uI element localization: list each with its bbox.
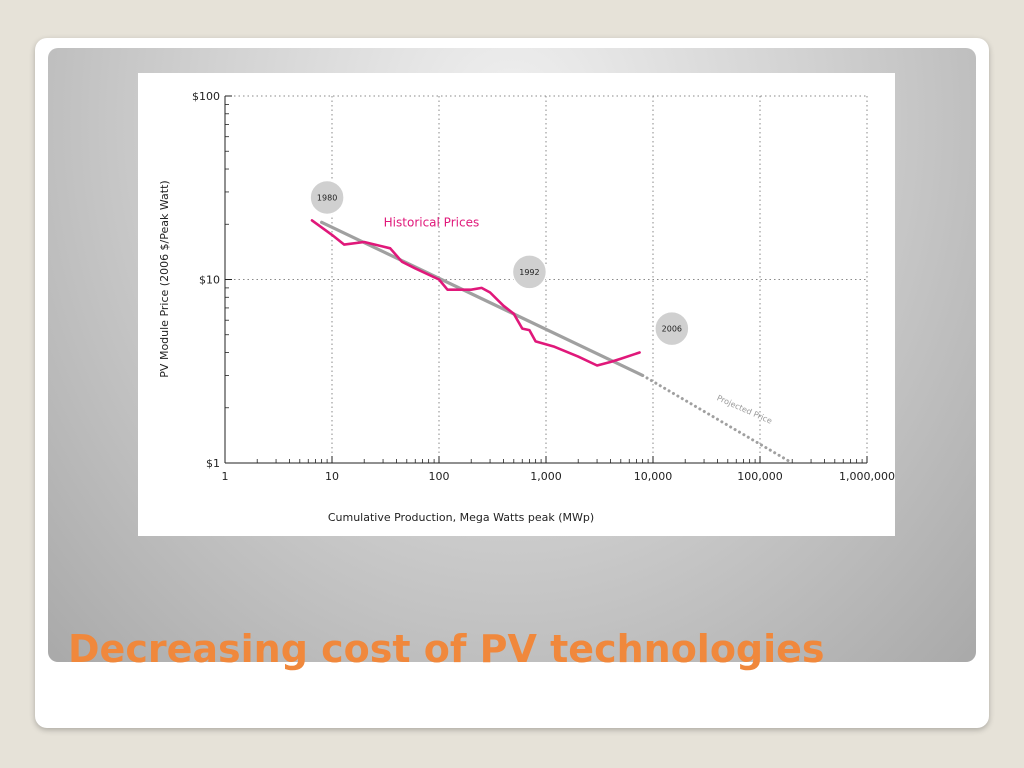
year-badge-circle xyxy=(309,179,345,216)
x-tick-label: 10 xyxy=(325,470,339,483)
y-tick-label: $100 xyxy=(192,90,220,103)
x-tick-label: 1,000 xyxy=(530,470,562,483)
x-tick-label: 1,000,000 xyxy=(839,470,895,483)
year-badge-label: 1980 xyxy=(317,193,337,202)
y-tick-label: $1 xyxy=(206,457,220,470)
x-tick-label: 1 xyxy=(222,470,229,483)
x-tick-label: 100 xyxy=(429,470,450,483)
projected-price-label: Projected Price xyxy=(715,393,773,425)
axis-layer: 1 10 100 1,000 10,000 100,000 1,000,000 $1 $10 $1… xyxy=(192,90,895,483)
x-tick-label: 100,000 xyxy=(737,470,783,483)
year-badge-label: 2006 xyxy=(662,325,682,334)
x-tick-label: 10,000 xyxy=(634,470,673,483)
annotation-layer: 1980 1992 2006 Historical Prices Projected P… xyxy=(309,179,773,426)
chart-container: 1 10 100 1,000 10,000 100,000 1,000,000 $1 $10 $1… xyxy=(138,73,895,536)
series-line-experience-curve xyxy=(320,220,645,377)
grid-layer xyxy=(225,95,868,463)
year-badge-label: 1992 xyxy=(519,268,539,277)
historical-prices-label: Historical Prices xyxy=(384,215,480,229)
experience-curve-chart: 1 10 100 1,000 10,000 100,000 1,000,000 $1 $10 $1… xyxy=(158,90,895,524)
x-axis-label: Cumulative Production, Mega Watts peak (… xyxy=(328,511,594,524)
series-line-projected-price xyxy=(641,373,794,465)
year-badge-circle xyxy=(511,254,548,290)
series-line-historical-prices xyxy=(310,219,641,367)
series-layer xyxy=(310,219,794,465)
y-tick-label: $10 xyxy=(199,274,220,287)
y-axis-label: PV Module Price (2006 $/Peak Watt) xyxy=(158,180,171,377)
slide-title: Decreasing cost of PV technologies xyxy=(68,627,825,671)
year-badge-circle xyxy=(654,310,690,347)
